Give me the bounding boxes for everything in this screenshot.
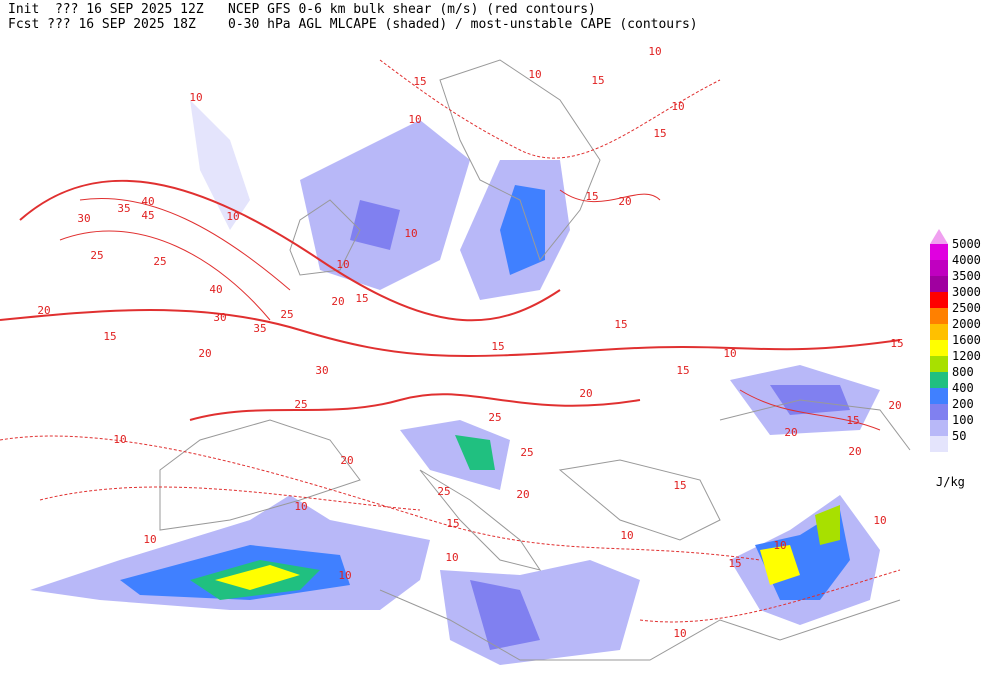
contour-label: 10 xyxy=(189,91,202,104)
colorbar-label: 4000 xyxy=(952,253,981,267)
contour-label: 20 xyxy=(784,426,797,439)
contour-label: 20 xyxy=(198,347,211,360)
contour-label: 10 xyxy=(404,227,417,240)
contour-label: 15 xyxy=(653,127,666,140)
contour-label: 20 xyxy=(331,295,344,308)
contour-label: 10 xyxy=(226,210,239,223)
contour-label: 25 xyxy=(153,255,166,268)
contour-label: 25 xyxy=(488,411,501,424)
contour-label: 15 xyxy=(728,557,741,570)
colorbar-label: 800 xyxy=(952,365,974,379)
title: NCEP GFS 0-6 km bulk shear (m/s) (red co… xyxy=(228,2,596,17)
contour-label: 20 xyxy=(848,445,861,458)
colorbar-box xyxy=(930,420,948,436)
contour-label: 30 xyxy=(213,311,226,324)
colorbar-extend xyxy=(930,229,948,244)
contour-label: 10 xyxy=(648,45,661,58)
contour-label: 30 xyxy=(77,212,90,225)
contour-label: 15 xyxy=(355,292,368,305)
colorbar-label: 2500 xyxy=(952,301,981,315)
contour-label: 15 xyxy=(591,74,604,87)
contour-label: 25 xyxy=(280,308,293,321)
colorbar-box xyxy=(930,324,948,340)
contour-label: 45 xyxy=(141,209,154,222)
colorbar-box xyxy=(930,340,948,356)
contour-label: 10 xyxy=(873,514,886,527)
contour-label: 10 xyxy=(723,347,736,360)
colorbar-label: 3000 xyxy=(952,285,981,299)
contour-label: 25 xyxy=(90,249,103,262)
contour-label: 15 xyxy=(846,414,859,427)
contour-label: 15 xyxy=(413,75,426,88)
colorbar-label: 1200 xyxy=(952,349,981,363)
colorbar-label: 200 xyxy=(952,397,974,411)
contour-label: 10 xyxy=(338,569,351,582)
contour-label: 10 xyxy=(773,539,786,552)
colorbar-box xyxy=(930,388,948,404)
contour-label: 25 xyxy=(437,485,450,498)
contour-label: 20 xyxy=(37,304,50,317)
colorbar-box xyxy=(930,276,948,292)
contour-label: 20 xyxy=(516,488,529,501)
contour-label: 10 xyxy=(408,113,421,126)
colorbar-label: 400 xyxy=(952,381,974,395)
contour-label: 40 xyxy=(209,283,222,296)
contour-label: 20 xyxy=(888,399,901,412)
colorbar-box xyxy=(930,260,948,276)
init-time: Init ??? 16 SEP 2025 12Z xyxy=(8,2,204,17)
contour-label: 20 xyxy=(340,454,353,467)
contour-label: 20 xyxy=(579,387,592,400)
contour-label: 10 xyxy=(528,68,541,81)
contour-label: 15 xyxy=(614,318,627,331)
contour-label: 30 xyxy=(315,364,328,377)
contour-label: 40 xyxy=(141,195,154,208)
coastlines xyxy=(159,59,911,661)
contour-label: 10 xyxy=(620,529,633,542)
contour-label: 10 xyxy=(113,433,126,446)
contour-label: 25 xyxy=(520,446,533,459)
shear-contours xyxy=(0,59,901,623)
colorbar-label: 50 xyxy=(952,429,966,443)
subtitle: 0-30 hPa AGL MLCAPE (shaded) / most-unst… xyxy=(228,17,698,32)
legend-unit: J/kg xyxy=(936,475,965,489)
colorbar-label: 100 xyxy=(952,413,974,427)
colorbar-box xyxy=(930,356,948,372)
colorbar-box xyxy=(930,308,948,324)
contour-label: 15 xyxy=(890,337,903,350)
contour-label: 10 xyxy=(294,500,307,513)
contour-label: 15 xyxy=(491,340,504,353)
colorbar-box xyxy=(930,292,948,308)
contour-label: 15 xyxy=(103,330,116,343)
colorbar-label: 2000 xyxy=(952,317,981,331)
colorbar-box xyxy=(930,436,948,452)
contour-label: 15 xyxy=(585,190,598,203)
colorbar-box xyxy=(930,244,948,260)
colorbar-label: 3500 xyxy=(952,269,981,283)
contour-label: 20 xyxy=(618,195,631,208)
contour-label: 25 xyxy=(294,398,307,411)
contour-label: 15 xyxy=(673,479,686,492)
colorbar-label: 5000 xyxy=(952,237,981,251)
cape-shading xyxy=(30,100,880,665)
colorbar-box xyxy=(930,372,948,388)
contour-label: 15 xyxy=(446,517,459,530)
contour-label: 10 xyxy=(336,258,349,271)
forecast-time: Fcst ??? 16 SEP 2025 18Z xyxy=(8,17,196,32)
contour-label: 10 xyxy=(445,551,458,564)
colorbar-label: 1600 xyxy=(952,333,981,347)
contour-label: 15 xyxy=(676,364,689,377)
contour-label: 35 xyxy=(117,202,130,215)
contour-label: 35 xyxy=(253,322,266,335)
colorbar-box xyxy=(930,404,948,420)
contour-label: 10 xyxy=(143,533,156,546)
contour-label: 10 xyxy=(671,100,684,113)
contour-label: 10 xyxy=(673,627,686,640)
